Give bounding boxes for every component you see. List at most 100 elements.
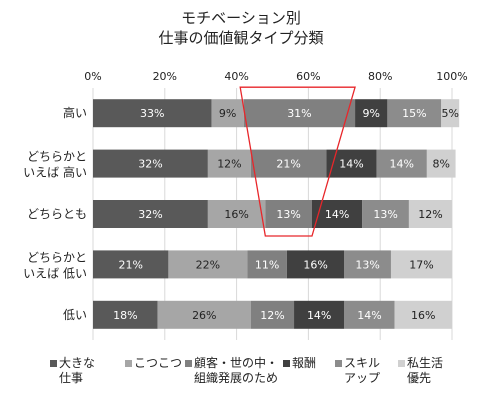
legend-label: 私生活 優先 [407,356,443,386]
legend-label-line-2: 仕事 [59,371,84,385]
legend-label-line-1: 大きな [59,356,96,370]
data-label: 26% [192,309,216,322]
bar-segment [286,250,345,279]
data-label: 14% [339,158,363,171]
data-label: 14% [357,309,381,322]
data-label: 11% [255,258,279,271]
category-label: どちらとも [27,207,87,221]
data-label: 32% [138,158,162,171]
x-tick-label: 40% [224,70,248,83]
legend-label-line-1: 顧客・世の中・ [194,356,279,370]
data-label: 18% [113,309,137,322]
bar-segment [93,149,208,178]
category-label: どちらかと [27,250,87,264]
legend-swatch [283,360,290,367]
data-label: 8% [433,158,450,171]
bar-segment [355,99,388,128]
x-tick-label: 20% [153,70,177,83]
legend-label: こつこつ [134,356,182,371]
bar-segment [344,250,391,279]
bar-segment [207,149,251,178]
bar-segment [362,200,409,228]
bar-segment [250,149,327,178]
bar-segment [344,300,395,329]
bar-segment [93,200,208,228]
legend-label: 大きな 仕事 [59,356,95,386]
bar-segment [265,200,312,228]
category-label-line-2: いえば 低い [23,266,87,280]
bar-segment [441,99,460,128]
bar-segment [93,99,212,128]
legend-label-line-2: 優先 [407,371,432,385]
bar-segment [376,149,427,178]
bar-segment [311,200,363,228]
legend-swatch [125,360,132,367]
data-label: 22% [196,258,220,271]
data-label: 31% [287,107,311,120]
bar-segment [93,250,169,279]
bar-segment [387,99,442,128]
category-label: 低い [63,308,87,322]
data-label: 14% [325,208,349,221]
x-tick-label: 100% [436,70,467,83]
legend-label-line-1: スキル [344,356,381,370]
legend-label-line-1: 私生活 [407,356,444,370]
data-label: 16% [411,309,435,322]
data-label: 16% [303,258,327,271]
data-label: 12% [418,208,442,221]
x-tick-label: 60% [296,70,320,83]
bar-segment [247,250,287,279]
bar-segment [250,300,295,329]
stacked-bar-chart: 0% 20% 40% 60% 80% 100% 33% 9% 31% 9% 15% 5% 高い 32% 12… [23,70,468,340]
bar-segment [294,300,345,329]
bar-segment [157,300,251,329]
bar-segment [394,300,452,329]
legend-swatch [185,360,192,367]
bar-segment [326,149,377,178]
chart-title-line-2: 仕事の価値観タイプ分類 [158,29,324,47]
legend-label-line-2: 組織発展のため [194,371,279,385]
legend-label-line-1: 報酬 [292,356,317,370]
data-label: 12% [217,158,241,171]
legend-swatch [398,360,405,367]
data-label: 32% [138,208,162,221]
data-label: 12% [260,309,284,322]
data-label: 17% [409,258,433,271]
data-label: 14% [307,309,331,322]
category-label: どちらかと [27,150,87,164]
data-label: 14% [390,158,414,171]
legend-label: 顧客・世の中・ 組織発展のため [194,356,278,386]
bar-segment [93,300,158,329]
bar-segment [211,99,244,128]
bar-segment [243,99,356,128]
legend-label-line-2: アップ [344,371,381,385]
data-label: 21% [118,258,142,271]
data-label: 13% [373,208,397,221]
data-label: 9% [219,107,236,120]
bar-segment [390,250,452,279]
legend-swatch [335,360,342,367]
data-label: 16% [224,208,248,221]
bar-segment [207,200,266,228]
chart-legend: 大きな 仕事 こつこつ 顧客・世の中・ 組織発展のため 報酬 スキル アップ 私生活 優先 [0,356,482,400]
legend-swatch [50,360,57,367]
data-label: 9% [362,107,379,120]
legend-label: スキル アップ [344,356,380,386]
data-label: 13% [276,208,300,221]
x-tick-label: 0% [84,70,101,83]
data-label: 21% [276,158,300,171]
bar-segment [408,200,452,228]
data-label: 33% [140,107,164,120]
highlight-trapezoid [239,86,356,237]
chart-title-line-1: モチベーション別 [181,9,301,27]
category-label-line-2: いえば 高い [23,165,87,180]
data-label: 5% [441,107,458,120]
x-tick-label: 80% [368,70,392,83]
data-label: 13% [355,258,379,271]
legend-label: 報酬 [292,356,316,371]
category-label: 高い [63,105,87,120]
legend-label-line-1: こつこつ [134,356,183,370]
data-label: 15% [402,107,426,120]
bar-segment [168,250,248,279]
bar-segment [426,149,456,178]
